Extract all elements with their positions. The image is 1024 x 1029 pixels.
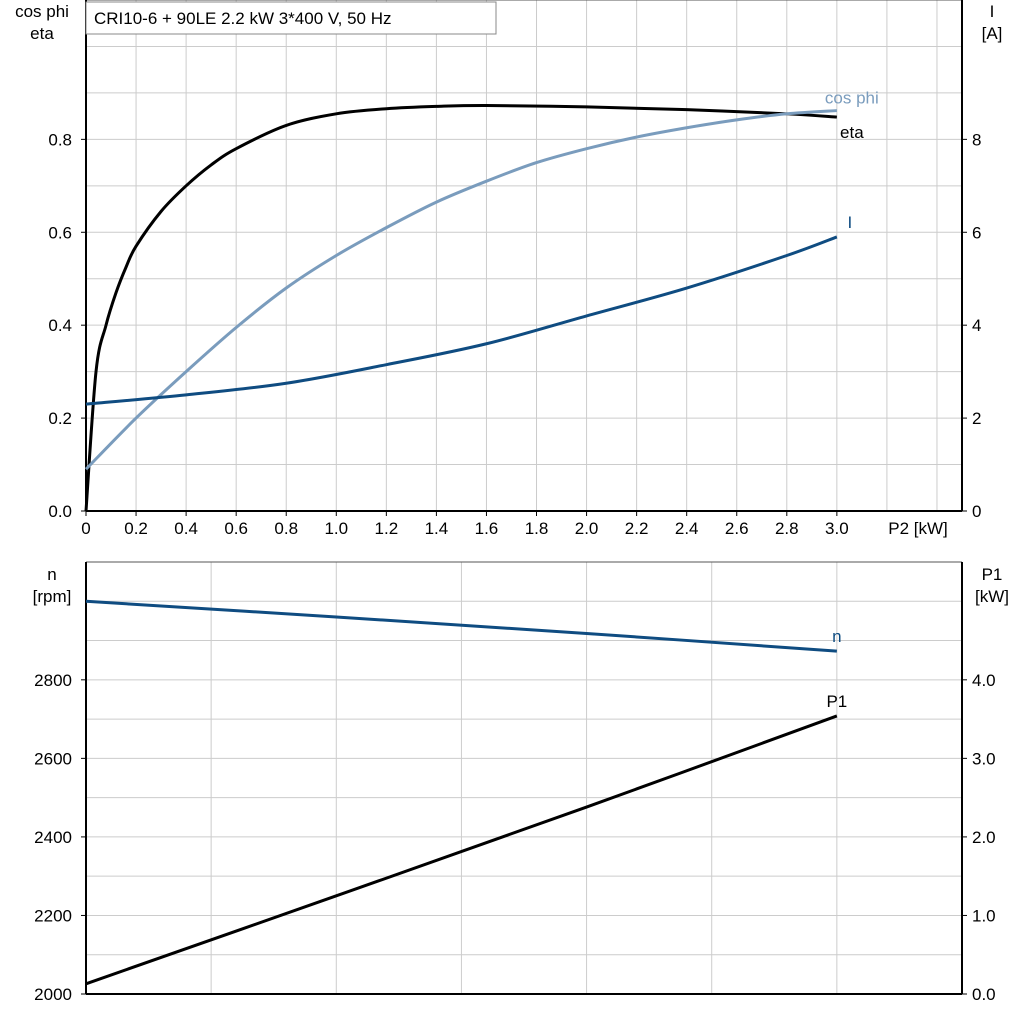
y-left-tick-label: 2400 (34, 828, 72, 847)
y-left-axis-label: cos phi (15, 2, 69, 21)
x-tick-label: 1.0 (324, 519, 348, 538)
y-right-tick-label: 0.0 (972, 985, 996, 1004)
y-left-tick-label: 0.6 (48, 223, 72, 242)
x-tick-label: 0.2 (124, 519, 148, 538)
y-left-tick-label: 0.2 (48, 409, 72, 428)
y-left-tick-label: 0.0 (48, 502, 72, 521)
x-tick-label: 0.4 (174, 519, 198, 538)
y-right-axis-label: [kW] (975, 587, 1009, 606)
x-tick-label: 1.4 (425, 519, 449, 538)
y-right-axis-label: P1 (982, 565, 1003, 584)
series-line-eta (84, 103, 837, 512)
x-tick-label: 2.8 (775, 519, 799, 538)
y-right-axis-label: [A] (982, 24, 1003, 43)
x-tick-label: 0 (81, 519, 90, 538)
y-right-tick-label: 1.0 (972, 906, 996, 925)
x-tick-label: 0.8 (274, 519, 298, 538)
x-tick-label: 3.0 (825, 519, 849, 538)
y-left-axis-label: [rpm] (33, 587, 72, 606)
x-tick-label: 1.8 (525, 519, 549, 538)
series-label-P1: P1 (826, 692, 847, 711)
y-right-tick-label: 6 (972, 223, 981, 242)
series-line-cos-phi (84, 109, 837, 471)
y-left-axis-label: n (47, 565, 56, 584)
y-right-tick-label: 3.0 (972, 749, 996, 768)
x-tick-label: 2.6 (725, 519, 749, 538)
series-label-n: n (832, 627, 841, 646)
y-right-tick-label: 0 (972, 502, 981, 521)
y-left-tick-label: 2600 (34, 749, 72, 768)
series-line-n (85, 599, 837, 653)
y-left-tick-label: 2800 (34, 671, 72, 690)
series-line-P1 (85, 714, 838, 986)
y-left-tick-label: 2000 (34, 985, 72, 1004)
series-label-I: I (847, 213, 852, 232)
x-tick-label: 1.2 (375, 519, 399, 538)
title-box (85, 1, 497, 35)
series-label-cos-phi: cos phi (825, 89, 879, 108)
x-tick-label: 1.6 (475, 519, 499, 538)
y-right-tick-label: 2 (972, 409, 981, 428)
y-right-tick-label: 4.0 (972, 671, 996, 690)
y-right-tick-label: 8 (972, 130, 981, 149)
x-tick-label: 2.4 (675, 519, 699, 538)
x-axis-label: P2 [kW] (888, 519, 948, 538)
x-tick-label: 2.0 (575, 519, 599, 538)
x-tick-label: 2.2 (625, 519, 649, 538)
y-left-axis-label: eta (30, 24, 54, 43)
x-tick-label: 0.6 (224, 519, 248, 538)
chart-title: CRI10-6 + 90LE 2.2 kW 3*400 V, 50 Hz (94, 9, 392, 28)
series-label-eta: eta (840, 123, 864, 142)
y-left-tick-label: 2200 (34, 906, 72, 925)
y-right-axis-label: I (990, 2, 995, 21)
y-right-tick-label: 2.0 (972, 828, 996, 847)
series-line-I (85, 235, 838, 406)
y-right-tick-label: 4 (972, 316, 981, 335)
y-left-tick-label: 0.4 (48, 316, 72, 335)
y-left-tick-label: 0.8 (48, 130, 72, 149)
